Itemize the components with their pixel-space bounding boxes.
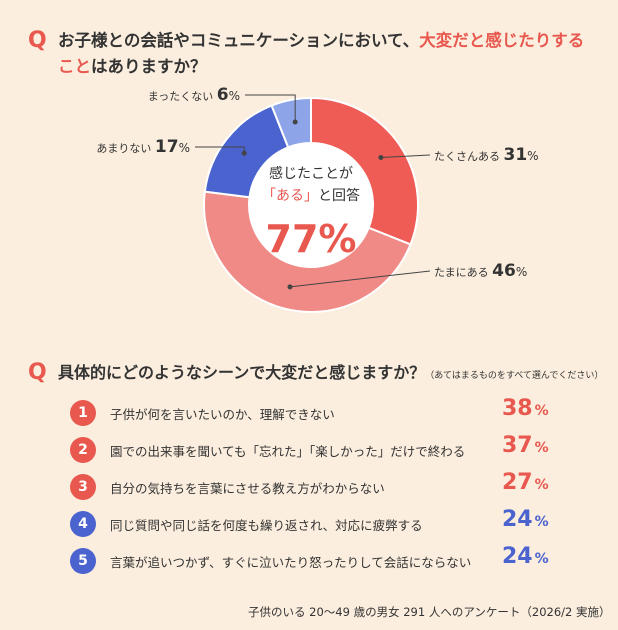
answer-percent-unit: %: [534, 514, 549, 530]
question-2-note: （あてはまるものをすべて選んでください）: [425, 371, 604, 381]
answer-percent: 24%: [502, 544, 549, 569]
question-2-main: 具体的にどのようなシーンで大変だと感じますか？: [58, 363, 426, 382]
slice-value: 6: [217, 85, 229, 105]
center-label-rest: と回答: [318, 187, 360, 204]
slice-labels: たくさんある 31% たまにある 46% あまりない 17% まったくない 6%: [96, 85, 539, 290]
answer-percent-unit: %: [534, 551, 549, 567]
answer-percent-value: 38: [502, 396, 533, 421]
slice-label: あまりない 17%: [96, 137, 190, 157]
answer-row: 4 同じ質問や同じ話を何度も繰り返され、対応に疲弊する 24%: [70, 507, 570, 539]
donut-chart: 感じたことが 「ある」と回答 77% たくさんある 31% たまにある 46% あま…: [96, 85, 539, 313]
leader-dot: [241, 150, 247, 156]
center-value: 77%: [266, 217, 357, 261]
answer-percent-unit: %: [534, 477, 549, 493]
answer-row: 5 言葉が追いつかず、すぐに泣いたり怒ったりして会話にならない 24%: [70, 544, 570, 576]
answer-number-badge: 5: [70, 548, 96, 574]
question-1-text-start: お子様との会話やコミュニケーションにおいて、: [58, 31, 420, 50]
center-label-line2: 「ある」と回答: [262, 187, 360, 204]
slice-label: たくさんある 31%: [434, 145, 539, 165]
leader-dot: [292, 119, 298, 125]
answer-text: 言葉が追いつかず、すぐに泣いたり怒ったりして会話にならない: [110, 555, 472, 570]
answer-number-badge: 2: [70, 437, 96, 463]
question-mark-2: Q: [28, 360, 47, 385]
answer-number-badge: 4: [70, 511, 96, 537]
slice-value: 46: [492, 261, 516, 281]
answer-percent-value: 24: [502, 507, 533, 532]
answer-percent-value: 37: [502, 433, 533, 458]
answer-text: 自分の気持ちを言葉にさせる教え方がわからない: [110, 481, 385, 496]
question-2: Q 具体的にどのようなシーンで大変だと感じますか？（あてはまるものをすべて選んで…: [28, 360, 608, 389]
leader-line: [289, 270, 431, 288]
slice-label: たまにある 46%: [434, 261, 527, 281]
answer-percent-value: 24: [502, 544, 533, 569]
leader-line: [245, 94, 296, 122]
question-1-highlight-2: こと: [58, 57, 91, 76]
donut-hole: [249, 143, 373, 267]
question-1-highlight: 大変だと感じたりする: [419, 31, 585, 50]
donut-slices: [203, 96, 419, 313]
question-1-text-end: はありますか？: [91, 57, 207, 76]
leader-dot: [287, 284, 293, 290]
leader-line: [380, 154, 431, 159]
answer-text: 園での出来事を聞いても「忘れた」「楽しかった」だけで終わる: [110, 444, 466, 459]
answer-text: 子供が何を言いたいのか、理解できない: [110, 407, 335, 422]
answer-number-badge: 1: [70, 400, 96, 426]
survey-footnote: 子供のいる 20～49 歳の男女 291 人へのアンケート（2026/2 実施）: [248, 605, 611, 619]
slice-value: 31: [504, 145, 528, 165]
answer-percent-unit: %: [534, 440, 549, 456]
question-mark-1: Q: [28, 28, 47, 53]
answer-percent: 27%: [502, 470, 549, 495]
answer-row: 2 園での出来事を聞いても「忘れた」「楽しかった」だけで終わる 37%: [70, 433, 570, 465]
answer-percent: 37%: [502, 433, 549, 458]
answer-number-badge: 3: [70, 474, 96, 500]
answer-text: 同じ質問や同じ話を何度も繰り返され、対応に疲弊する: [110, 518, 423, 533]
answer-percent: 38%: [502, 396, 549, 421]
answer-percent-value: 27: [502, 470, 533, 495]
slice-value: 17: [155, 137, 179, 157]
slice-label: まったくない 6%: [148, 85, 240, 105]
answer-row: 1 子供が何を言いたいのか、理解できない 38%: [70, 396, 570, 428]
leader-dot: [378, 155, 384, 161]
answer-row: 3 自分の気持ちを言葉にさせる教え方がわからない 27%: [70, 470, 570, 502]
answer-percent: 24%: [502, 507, 549, 532]
question-1-text: お子様との会話やコミュニケーションにおいて、大変だと感じたりする ことはあります…: [58, 28, 598, 80]
center-label-line1: 感じたことが: [269, 165, 353, 182]
question-1: Q お子様との会話やコミュニケーションにおいて、大変だと感じたりする ことはあり…: [28, 28, 598, 80]
center-label-quote: 「ある」: [262, 188, 318, 204]
answer-percent-unit: %: [534, 403, 549, 419]
question-2-text: 具体的にどのようなシーンで大変だと感じますか？（あてはまるものをすべて選んでくだ…: [58, 360, 608, 389]
